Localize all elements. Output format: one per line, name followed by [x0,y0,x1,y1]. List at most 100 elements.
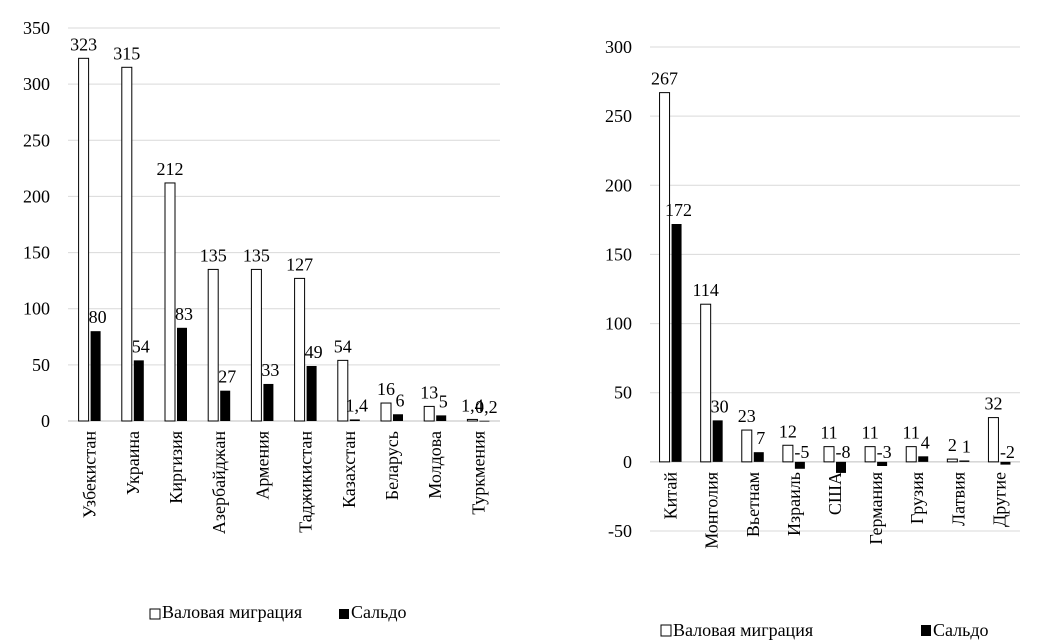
left-bar-net-таджикистан [306,365,317,421]
left-label-net-молдова: 5 [439,391,448,411]
left-bar-net-молдова [436,415,447,421]
right-ytick-label: 50 [614,383,632,403]
left-category-киргизия: Киргизия [166,431,186,504]
right-label-gross-грузия: 11 [903,423,920,443]
right-bar-gross-вьетнам [741,429,753,463]
chart-right-far-abroad: -50050100150200250300267172Китай11430Мон… [605,37,1020,549]
right-bar-gross-латвия [946,458,958,463]
left-category-таджикистан: Таджикистан [296,431,316,533]
left-bar-gross-узбекистан [78,57,90,422]
right-bar-gross-грузия [905,446,917,463]
left-category-азербайджан: Азербайджан [209,431,229,534]
legend-right: Валовая миграция Сальдо [660,620,989,640]
left-bar-net-армения [263,383,274,421]
right-label-gross-другие: 32 [984,394,1002,414]
left-label-net-армения: 33 [261,360,279,380]
left-label-gross-казахстан: 54 [334,336,352,356]
right-category-другие: Другие [989,472,1009,527]
right-bar-gross-германия [864,446,876,463]
right-label-gross-монголия: 114 [692,280,718,300]
right-label-gross-израиль: 12 [779,421,797,441]
left-label-net-казахстан: 1,4 [346,395,369,415]
left-ytick-label: 250 [23,130,50,150]
left-label-gross-беларусь: 16 [377,379,395,399]
right-bar-gross-израиль [782,444,794,463]
left-ytick-label: 200 [23,186,50,206]
right-ytick-label: 150 [605,244,632,264]
left-label-gross-киргизия: 212 [157,159,184,179]
left-label-net-азербайджан: 27 [218,367,236,387]
right-category-сша: США [825,472,845,515]
left-label-gross-узбекистан: 323 [70,34,97,54]
left-category-молдова: Молдова [425,431,445,499]
right-bar-gross-другие [987,417,999,463]
left-bar-gross-таджикистан [294,277,306,422]
left-bar-gross-казахстан [337,359,349,422]
left-bar-net-киргизия [177,327,187,421]
left-bar-gross-армения [250,268,262,422]
right-label-net-германия: -3 [877,442,892,462]
right-bar-gross-китай [659,92,671,463]
right-category-германия: Германия [866,472,886,545]
right-label-net-вьетнам: 7 [756,428,765,448]
legend-right-gross-label: Валовая миграция [673,620,813,640]
left-category-армения: Армения [252,431,272,500]
left-ytick-label: 50 [32,355,50,375]
left-bar-gross-украина [121,66,133,422]
right-bar-net-сша [836,461,846,473]
right-category-китай: Китай [661,472,681,520]
right-category-грузия: Грузия [907,472,927,524]
right-category-вьетнам: Вьетнам [743,472,763,537]
left-bar-net-украина [133,360,144,421]
right-bar-net-израиль [794,461,805,469]
right-category-латвия: Латвия [948,472,968,526]
right-label-gross-сша: 11 [820,423,837,443]
left-bar-gross-молдова [423,405,435,422]
left-label-gross-таджикистан: 127 [286,254,313,274]
left-bar-net-казахстан [349,419,360,421]
legend-left-net-swatch [339,609,349,619]
left-label-net-киргизия: 83 [175,304,193,324]
legend-right-net-label: Сальдо [933,620,989,640]
right-label-gross-латвия: 2 [948,435,957,455]
left-label-net-узбекистан: 80 [89,307,107,327]
right-label-net-латвия: 1 [962,436,971,456]
right-label-net-сша: -8 [836,442,851,462]
right-category-монголия: Монголия [702,472,722,549]
left-label-net-туркмения: 0,2 [475,397,498,417]
right-bar-net-вьетнам [753,452,764,462]
left-ytick-label: 100 [23,299,50,319]
left-bar-gross-беларусь [380,402,392,422]
right-bar-net-грузия [918,456,929,462]
left-ytick-label: 350 [23,18,50,38]
left-label-gross-туркмения: 1,4 [461,395,484,415]
left-bar-gross-азербайджан [207,268,219,422]
chart-left-cis: 0 50 100 150 200 250 300 350 323 80 Узбекистан 315 5… [23,18,500,534]
right-label-net-другие: -2 [1000,442,1015,462]
left-category-туркмения: Туркмения [468,431,488,515]
left-bar-net-азербайджан [220,390,231,421]
right-label-gross-китай: 267 [651,69,678,89]
right-ytick-label: -50 [608,521,632,541]
right-label-net-грузия: 4 [921,432,930,452]
left-bar-gross-киргизия [164,182,176,422]
left-label-gross-украина: 315 [113,43,140,63]
left-ytick-label: 150 [23,243,50,263]
legend-left: Валовая миграция Сальдо [149,602,407,622]
left-bar-net-беларусь [393,414,403,421]
left-bar-net-туркмения [479,420,490,422]
left-category-казахстан: Казахстан [339,431,359,508]
legend-right-net-swatch [921,625,931,636]
left-category-узбекистан: Узбекистан [80,431,100,519]
left-category-украина: Украина [123,431,143,495]
right-ytick-label: 0 [623,452,632,472]
right-ytick-label: 200 [605,175,632,195]
left-label-gross-молдова: 13 [420,382,438,402]
right-bar-net-германия [877,461,888,467]
right-bar-net-монголия [712,420,723,462]
legend-left-gross-label: Валовая миграция [162,602,302,622]
left-label-net-беларусь: 6 [396,390,405,410]
right-label-gross-германия: 11 [861,423,878,443]
legend-right-gross-swatch [660,624,672,637]
